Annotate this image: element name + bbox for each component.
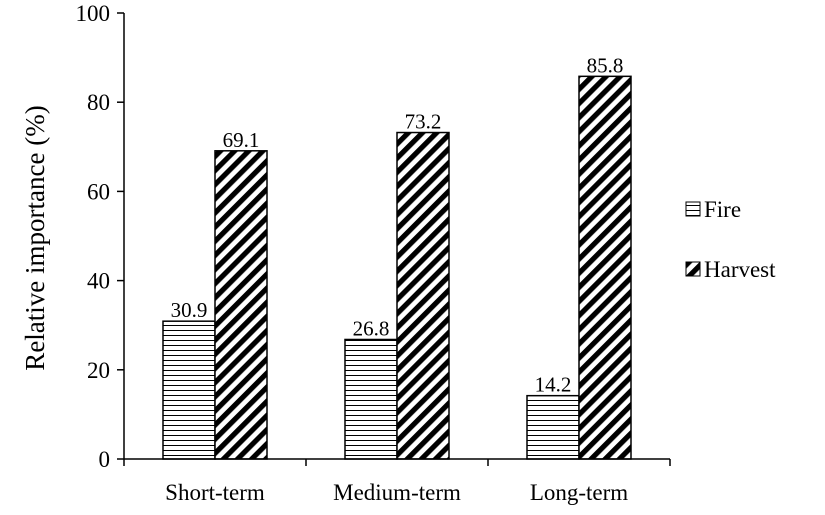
data-label: 85.8 <box>587 53 624 77</box>
y-tick-label: 80 <box>87 90 110 115</box>
legend-item-harvest: Harvest <box>685 257 776 282</box>
bar-harvest-long-term <box>578 75 632 460</box>
legend-swatch-harvest <box>685 261 701 277</box>
bar-harvest-medium-term <box>396 131 450 460</box>
bars <box>162 75 632 460</box>
bar-fire-short-term <box>162 320 216 460</box>
y-tick-label: 60 <box>87 179 110 204</box>
legend: Fire Harvest <box>685 197 776 282</box>
y-axis-title: Relative importance (%) <box>20 105 50 370</box>
legend-swatch-fire <box>685 201 701 217</box>
y-tick-label: 0 <box>99 447 111 472</box>
value-labels: 30.9 69.1 26.8 73.2 14.2 85.8 <box>171 53 624 396</box>
y-tick-label: 40 <box>87 269 110 294</box>
data-label: 69.1 <box>223 128 260 152</box>
legend-item-fire: Fire <box>685 197 741 222</box>
x-tick-label: Short-term <box>165 480 265 505</box>
x-axis-ticks <box>123 459 671 466</box>
bar-fire-medium-term <box>344 338 398 460</box>
y-tick-label: 100 <box>76 1 111 26</box>
bar-fire-long-term <box>526 394 580 460</box>
y-tick-label: 20 <box>87 358 110 383</box>
y-axis-ticks: 0 20 40 60 80 100 <box>76 1 124 472</box>
category-labels: Short-term Medium-term Long-term <box>165 480 628 505</box>
legend-label-fire: Fire <box>704 197 741 222</box>
x-tick-label: Long-term <box>530 480 628 505</box>
data-label: 73.2 <box>405 110 442 134</box>
bar-harvest-short-term <box>214 150 268 460</box>
x-tick-label: Medium-term <box>333 480 461 505</box>
data-label: 30.9 <box>171 298 208 322</box>
legend-label-harvest: Harvest <box>704 257 776 282</box>
data-label: 14.2 <box>535 373 572 397</box>
data-label: 26.8 <box>353 316 390 340</box>
